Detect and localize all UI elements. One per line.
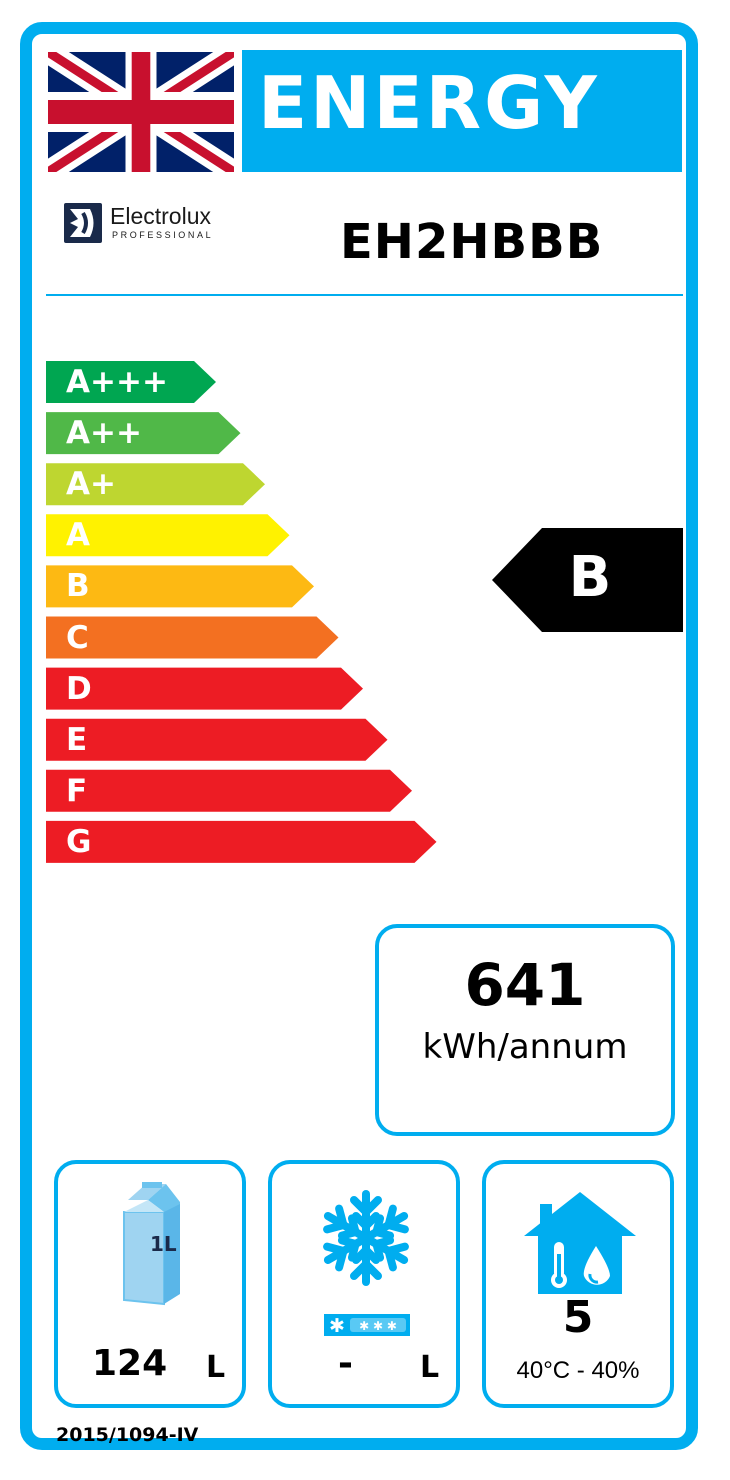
label-frame (20, 22, 698, 1450)
scale-label-f: F (66, 772, 88, 809)
carton-label: 1L (150, 1232, 177, 1256)
energy-header-bar (242, 50, 682, 172)
frozen-volume-value: - (338, 1343, 353, 1384)
svg-text:✱: ✱ (329, 1315, 345, 1337)
scale-label-aplusplus: A++ (66, 415, 142, 452)
scale-label-a: A (66, 517, 90, 554)
house-climate-icon (524, 1192, 636, 1294)
scale-label-aplus: A+ (66, 466, 116, 503)
milk-carton-icon (123, 1182, 180, 1306)
scale-label-b: B (66, 568, 90, 605)
climate-class-range: 40°C - 40% (516, 1357, 640, 1384)
chill-volume-box: 1L 124 L (54, 1160, 246, 1408)
regulation-number: 2015/1094-IV (56, 1424, 199, 1446)
climate-class-value: 5 (562, 1292, 594, 1343)
rating-arrow (492, 528, 683, 632)
svg-text:✱ ✱ ✱: ✱ ✱ ✱ (359, 1319, 397, 1333)
brand-name: Electrolux (110, 203, 211, 229)
consumption-unit: kWh/annum (422, 1027, 628, 1067)
scale-label-g: G (66, 823, 92, 860)
consumption-box: 641 kWh/annum (375, 924, 675, 1136)
frozen-volume-unit: L (420, 1350, 440, 1385)
freezer-stars-icon: ✱ ✱ ✱ ✱ (324, 1314, 410, 1337)
chill-volume-value: 124 (92, 1343, 168, 1384)
electrolux-logo-icon (64, 203, 102, 243)
header-divider (46, 294, 683, 296)
uk-flag-icon (48, 52, 234, 172)
scale-label-aplusplusplus: A+++ (66, 364, 168, 400)
energy-title: ENERGY (258, 61, 600, 145)
scale-label-d: D (66, 670, 92, 707)
consumption-value: 641 (464, 951, 586, 1019)
brand-subline: PROFESSIONAL (112, 230, 214, 240)
scale-label-c: C (66, 619, 89, 656)
scale-label-e: E (66, 721, 88, 758)
snowflake-icon (316, 1190, 416, 1288)
rating-class: B (568, 545, 612, 610)
frozen-volume-box: ✱ ✱ ✱ ✱ - L (268, 1160, 460, 1408)
climate-class-box: 5 40°C - 40% (482, 1160, 674, 1408)
chill-volume-unit: L (206, 1350, 226, 1385)
model-number: EH2HBBB (340, 214, 604, 270)
